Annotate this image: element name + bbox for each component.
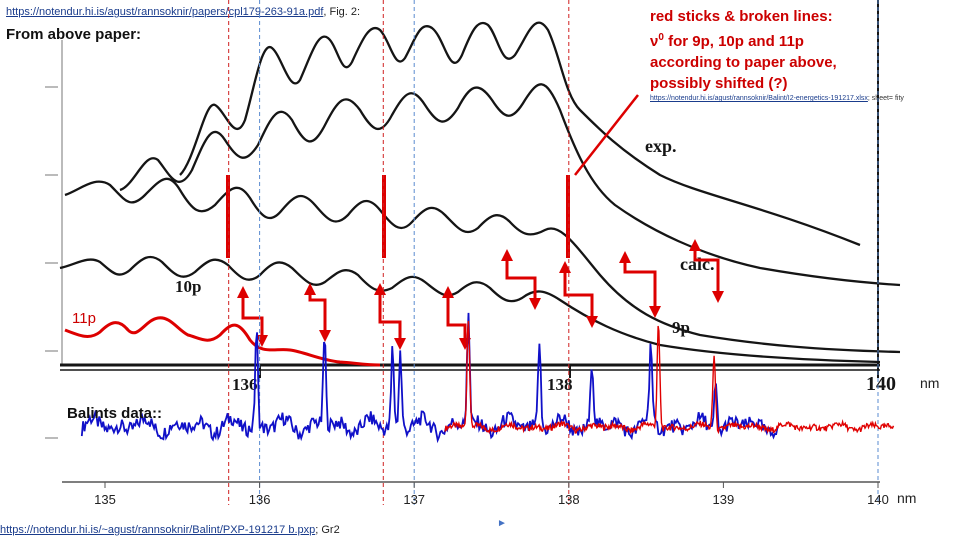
mid-source-url[interactable]: https://notendur.hi.is/agust/rannsoknir/… [650,95,868,102]
label-calc: calc. [680,254,714,274]
broken-line-8 [693,248,720,293]
annotation-line-1: red sticks & broken lines: [650,8,833,25]
paper-spectra [59,21,901,364]
bottom-source-link[interactable]: https://notendur.hi.is/~agust/rannsoknir… [0,524,340,536]
arrowhead-up [689,239,701,251]
arrowhead-down [529,298,541,310]
x-tick-label: 136 [249,492,271,507]
annotation-nu: ν [650,33,659,50]
paper-baseline [60,0,880,378]
broken-line-2 [308,292,327,332]
arrowhead-down [586,316,598,328]
paper-tick-label-140: 140 [866,373,896,395]
bottom-source-suffix: ; Gr2 [315,524,340,536]
paper-tick-label-138: 138 [547,375,573,394]
top-source-link[interactable]: https://notendur.hi.is/agust/rannsoknir/… [6,6,360,18]
broken-line-5 [505,258,537,300]
exp-trace [179,21,861,247]
arrowhead-up [374,283,386,295]
top-source-suffix: , Fig. 2: [323,6,361,18]
10p-trace [64,177,901,354]
broken-line-4 [446,295,467,340]
arrowhead-up [304,283,316,295]
balint-red-trace [444,320,895,435]
label-exp: exp. [645,136,677,156]
play-icon[interactable]: ► [497,518,507,529]
x-tick-label: 135 [94,492,116,507]
top-source-url[interactable]: https://notendur.hi.is/agust/rannsoknir/… [6,6,324,18]
paper-unit-nm: nm [920,375,939,391]
11p-curve [64,316,381,367]
nu0-sticks [226,175,570,258]
caption-from-above-paper: From above paper: [6,26,142,43]
arrowhead-down [649,306,661,318]
calc-trace [119,83,901,287]
x-tick-label: 137 [403,492,425,507]
arrow-heads [237,239,724,350]
annotation-superscript: 0 [658,32,664,43]
broken-line-1 [241,295,264,338]
x-tick-label: 139 [713,492,735,507]
label-9p: 9p [672,318,690,337]
arrowhead-up [501,249,513,261]
annotation-line-2: ν0 for 9p, 10p and 11p [650,27,880,52]
broken-line-3 [378,292,402,340]
broken-line-arrows [241,248,720,340]
bottom-axis-ticks: 135 136 137 138 139 140 [94,482,889,507]
broken-line-6 [563,270,594,318]
label-11p: 11p [72,310,96,327]
vertical-guide-lines [228,0,879,505]
annotation-line-4: possibly shifted (?) [650,75,788,92]
x-tick-label: 140 [867,492,889,507]
label-balints-data: Balints data:: [67,405,163,422]
arrowhead-down [319,330,331,342]
annotation-line-3: according to paper above, [650,54,837,71]
paper-labels: exp. calc. 10p 9p 136 138 140 [175,136,896,395]
x-tick-label: 138 [558,492,580,507]
broken-line-7 [623,260,657,308]
annotation-line-2-rest: for 9p, 10p and 11p [663,33,804,50]
arrowhead-up [619,251,631,263]
paper-tick-label-136: 136 [232,375,258,394]
left-axis-ticks [45,40,63,439]
arrowhead-up [237,286,249,298]
annotation-pointer [574,94,639,176]
9p-trace [59,255,881,364]
arrowhead-down [256,335,268,347]
balint-blue-trace [80,312,779,444]
red-annotation: red sticks & broken lines: ν0 for 9p, 10… [650,6,880,94]
arrowhead-down [712,291,724,303]
arrowhead-down [394,338,406,350]
arrowhead-up [559,261,571,273]
mid-source-link[interactable]: https://notendur.hi.is/agust/rannsoknir/… [650,95,904,102]
mid-source-suffix: ; sheet= fity [867,95,904,102]
bottom-source-url[interactable]: https://notendur.hi.is/~agust/rannsoknir… [0,524,316,536]
label-10p: 10p [175,277,201,296]
arrowhead-up [442,286,454,298]
bottom-unit-nm: nm [897,490,916,506]
